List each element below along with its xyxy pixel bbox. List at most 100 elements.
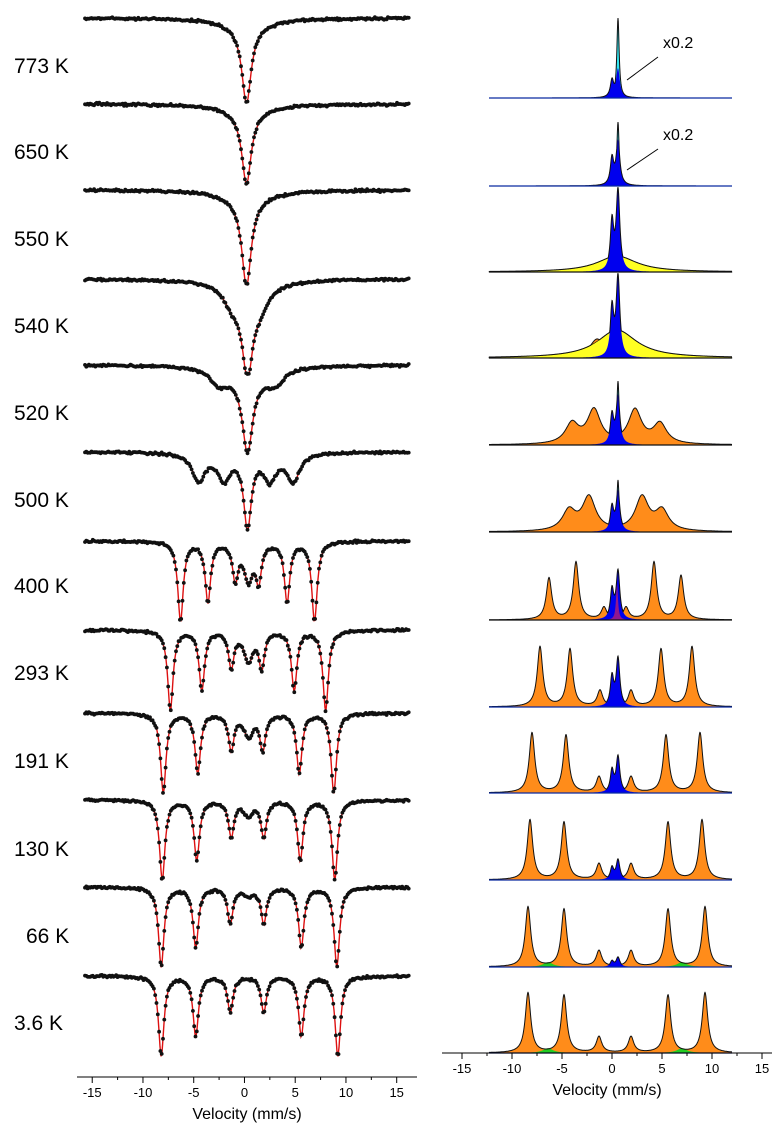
data-point [340,721,345,725]
data-point [296,1005,301,1010]
data-point [179,617,184,621]
data-points-191 [83,710,411,795]
data-point [205,646,210,651]
data-point [200,815,204,820]
fit-line-400 [85,540,409,622]
right-panel-fitted-components [488,17,733,1054]
data-point [262,835,267,840]
data-point [246,171,251,176]
data-points-540 [83,276,411,376]
data-point [340,1001,345,1006]
data-point [262,921,267,926]
data-point [284,638,289,642]
data-point [301,736,306,741]
data-point [291,725,295,729]
data-point [230,561,234,566]
data-point [285,599,290,604]
minor-sextet-area-3.6 [489,1048,732,1053]
data-point [243,652,247,657]
data-point [246,89,251,93]
data-point [162,646,167,651]
data-point [406,710,411,715]
data-point [323,721,328,726]
data-point [218,476,223,481]
data-point [232,317,237,321]
data-point [331,923,336,927]
data-point [227,826,232,831]
data-point [240,345,245,350]
data-point [261,750,265,755]
data-point [266,301,271,306]
left-spectrum-520 [83,362,411,456]
data-point [194,940,199,945]
data-point [198,746,203,751]
data-point [210,563,215,568]
left-tick-label: 5 [292,1085,299,1100]
data-point [287,584,291,589]
data-point [249,246,254,251]
data-point [250,235,255,240]
data-point [165,746,169,751]
data-point [302,1004,307,1008]
data-point [166,900,171,905]
fit-line-3.6 [85,975,409,1057]
data-point [201,727,206,731]
data-points-773 [83,15,411,104]
data-point [241,356,246,361]
data-point [223,482,228,486]
data-point [191,824,195,828]
data-point [327,739,332,744]
data-point [331,1001,336,1006]
data-point [258,993,263,998]
doublet-area-400 [489,569,732,620]
data-point [230,835,234,840]
data-point [236,133,241,138]
data-points-650 [83,100,411,186]
data-point [276,550,281,554]
data-point [154,1001,159,1005]
data-point [300,845,304,850]
data-point [193,753,198,757]
data-point [256,213,260,218]
data-point [196,547,201,552]
data-point [228,205,233,209]
data-point [243,177,247,182]
sextet-area-400 [489,561,732,620]
data-point [257,899,262,903]
data-point [235,470,240,475]
data-point [328,989,333,993]
data-point [339,724,343,729]
data-point [328,830,333,834]
data-point [149,804,154,809]
data-point [301,1017,306,1022]
data-point [248,660,253,665]
data-point [263,733,268,738]
data-point [192,836,197,840]
data-point [241,649,246,654]
data-point [241,84,246,88]
data-point [162,1017,167,1022]
data-point [222,719,227,724]
data-point [254,127,259,132]
component-stack-773 [489,17,732,99]
data-point [239,412,243,417]
data-point [259,315,264,320]
data-point [261,558,265,562]
data-points-400 [83,537,411,622]
data-point [154,726,159,730]
envelope-line-400 [489,560,732,621]
data-point [318,651,323,656]
data-point [298,858,303,862]
data-point [189,727,194,731]
right-tick-label: -5 [556,1061,568,1076]
data-point [192,639,197,643]
data-point [332,786,337,791]
data-point [265,992,269,997]
data-point [339,815,343,819]
data-point [406,450,411,455]
data-point [237,54,242,59]
doublet-area-500 [489,489,732,532]
data-point [200,478,204,482]
data-point [200,988,204,993]
data-point [192,935,197,940]
